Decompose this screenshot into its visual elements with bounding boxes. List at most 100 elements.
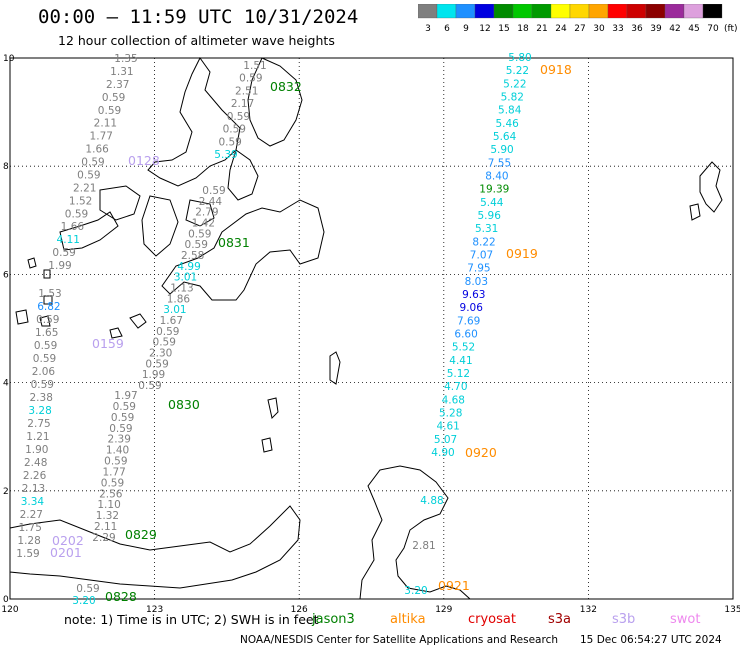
wave-height-value: 0.59	[202, 185, 225, 197]
wave-height-value: 0.59	[111, 412, 134, 424]
wave-height-value: 0.59	[218, 136, 241, 148]
wave-height-value: 1.52	[69, 195, 92, 207]
coastline-bohol	[185, 199, 215, 227]
coastline-talaud	[329, 351, 341, 385]
wave-height-value: 1.99	[48, 260, 71, 272]
wave-height-value: 0.59	[104, 456, 127, 468]
wave-height-value: 1.77	[102, 466, 125, 478]
track-0128: 1.351.312.370.590.592.111.771.660.590.59…	[48, 53, 160, 272]
wave-height-value: 1.77	[90, 131, 113, 143]
sat-label-s3a: s3a	[548, 612, 572, 627]
wave-height-value: 0.59	[101, 477, 124, 489]
wave-height-value: 1.59	[16, 548, 39, 560]
wave-height-value: 2.39	[108, 434, 131, 446]
wave-height-value: 2.48	[24, 457, 47, 469]
wave-height-value: 1.35	[114, 53, 137, 65]
legend-tick-label: 21	[536, 24, 547, 34]
legend-tick-label: 6	[444, 24, 450, 34]
wave-height-value: 0.59	[31, 379, 54, 391]
track-0919: 0919	[506, 246, 538, 261]
legend-tick-label: 45	[688, 24, 699, 34]
wave-height-value: 1.66	[61, 221, 85, 233]
sat-label-swot: swot	[670, 612, 701, 627]
sat-label-altika: altika	[390, 612, 426, 627]
wave-height-value: 1.32	[96, 510, 119, 522]
wave-height-value: 2.30	[149, 348, 172, 360]
track-time-label: 0201	[50, 545, 82, 560]
wave-height-value: 2.38	[30, 392, 53, 404]
track-time-label: 0128	[128, 153, 160, 168]
wave-height-value: 4.68	[442, 394, 465, 406]
wave-height-value: 7.69	[457, 315, 480, 327]
wave-height-value: 0.59	[76, 583, 99, 595]
wave-height-value: 3.34	[21, 496, 45, 508]
wave-height-value: 1.51	[243, 60, 266, 72]
legend-unit: (ft)	[724, 24, 738, 34]
legend-tick-label: 27	[574, 24, 585, 34]
wave-height-value: 2.21	[73, 182, 96, 194]
wave-height-value: 5.90	[490, 144, 513, 156]
wave-height-value: 0.59	[188, 228, 211, 240]
wave-height-value: 0.59	[33, 353, 56, 365]
wave-height-value: 0.59	[227, 111, 250, 123]
wave-height-value: 6.60	[454, 329, 477, 341]
track-time-label: 0828	[105, 589, 137, 604]
lat-tick-label: 4	[3, 379, 9, 389]
wave-height-value: 1.86	[167, 293, 191, 305]
wave-height-value: 7.55	[488, 157, 511, 169]
wave-height-value: 0.59	[185, 239, 208, 251]
wave-height-value: 5.28	[439, 408, 462, 420]
track-time-label: 0202	[52, 533, 84, 548]
track-0828: 0.593.20 0828	[72, 583, 137, 607]
wave-height-value: 19.39	[479, 184, 509, 196]
wave-height-value: 0.59	[34, 340, 57, 352]
wave-height-value: 2.17	[231, 98, 254, 110]
wave-height-value: 7.07	[470, 250, 493, 262]
coastline-halmahera	[699, 161, 723, 213]
wave-height-value: 9.63	[462, 289, 485, 301]
sat-label-s3b: s3b	[612, 612, 636, 627]
legend-tick-label: 3	[425, 24, 431, 34]
wave-height-value: 5.80	[508, 52, 531, 64]
lon-tick-label: 123	[146, 605, 163, 615]
sat-label-jason3: jason3	[312, 612, 355, 627]
wave-height-value: 4.11	[57, 234, 80, 246]
legend-swatch	[702, 4, 723, 19]
wave-height-value: 2.56	[99, 488, 123, 500]
coastline-negros-cebu	[141, 195, 179, 257]
wave-height-value: 4.88	[420, 495, 443, 507]
wave-height-value: 2.37	[106, 79, 129, 91]
wave-height-value: 5.46	[495, 118, 519, 130]
track-0159: 1.536.820.591.650.590.592.060.592.383.28…	[16, 288, 124, 560]
wave-height-value: 4.61	[436, 421, 459, 433]
wave-height-value: 2.11	[94, 118, 117, 130]
wave-height-value: 8.03	[465, 276, 488, 288]
wave-height-value: 0.59	[36, 314, 59, 326]
wave-height-value: 8.40	[485, 171, 508, 183]
track-0918: 5.805.225.225.825.845.465.645.907.558.40…	[431, 52, 572, 459]
lon-tick-label: 135	[724, 605, 740, 615]
legend-tick-label: 39	[650, 24, 662, 34]
track-time-label: 0829	[125, 527, 157, 542]
wave-height-value: 2.75	[27, 418, 50, 430]
wave-height-value: 1.67	[160, 315, 183, 327]
track-time-label: 0830	[168, 397, 200, 412]
lat-tick-label: 10	[3, 54, 15, 64]
wave-height-value: 0.59	[102, 92, 125, 104]
wave-height-value: 5.07	[434, 434, 457, 446]
wave-height-value: 9.06	[460, 302, 484, 314]
wave-height-value: 1.10	[97, 499, 120, 511]
wave-height-value: 5.12	[447, 368, 470, 380]
track-time-label: 0159	[92, 336, 124, 351]
legend-tick-label: 9	[463, 24, 469, 34]
track-time-label: 0920	[465, 445, 497, 460]
track-time-label: 0921	[438, 578, 470, 593]
wave-height-value: 0.59	[145, 358, 168, 370]
wave-height-value: 5.64	[493, 131, 517, 143]
track-0201: 0201	[50, 545, 82, 560]
wave-height-value: 4.70	[444, 381, 467, 393]
wave-height-value: 1.53	[38, 288, 61, 300]
wave-height-value: 0.59	[239, 73, 262, 85]
wave-height-value: 8.22	[472, 236, 495, 248]
